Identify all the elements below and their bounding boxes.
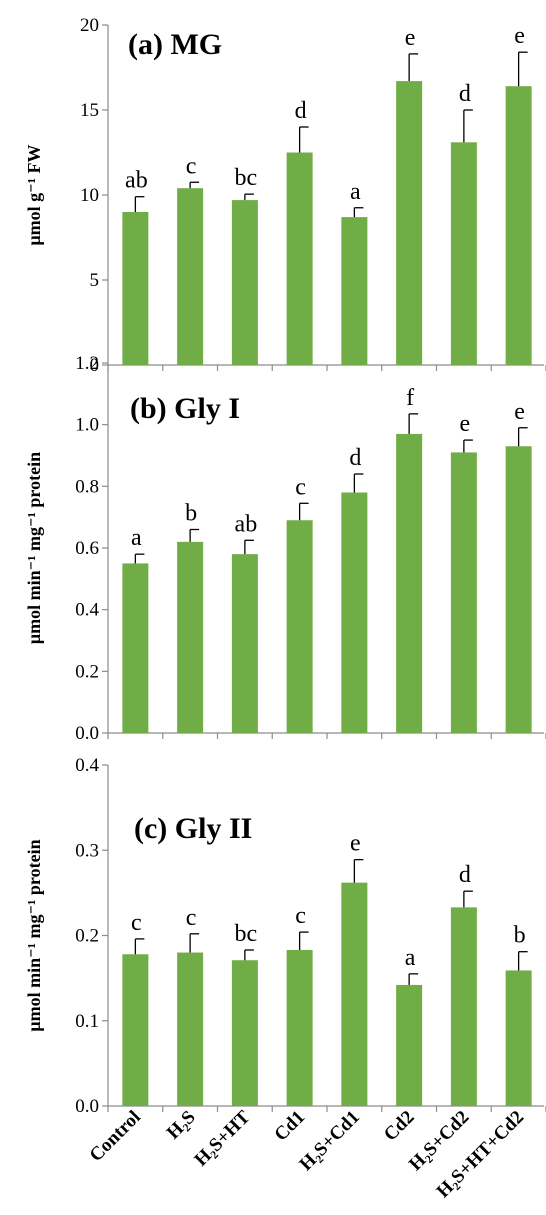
significance-label: a <box>405 945 416 971</box>
bar <box>122 563 149 733</box>
panel-title-gly-i: (b) Gly I <box>130 392 240 425</box>
significance-label: a <box>131 525 142 551</box>
bar <box>341 492 368 733</box>
x-category-label: H₂S+HT <box>191 1106 255 1170</box>
bar <box>341 882 368 1106</box>
y-tick-label: 0.3 <box>75 840 99 861</box>
chart-panel-mg: 0 5 10 15 20 ab c bc d a e d e (a) MG μmol g⁻¹ FW <box>24 15 546 376</box>
y-tick-label: 0.0 <box>75 723 99 744</box>
significance-label: bc <box>235 921 258 947</box>
y-tick-label: 1.2 <box>75 353 99 374</box>
bar <box>396 81 423 365</box>
y-tick-label: 20 <box>80 15 99 36</box>
bar <box>231 554 258 733</box>
bar <box>286 152 313 365</box>
significance-label: c <box>131 910 142 936</box>
significance-label: d <box>295 98 307 124</box>
significance-label: c <box>295 474 306 500</box>
bar <box>122 954 149 1106</box>
chart-panel-gly-ii: 0.0 0.1 0.2 0.3 0.4 c c bc c e a d b (c) Gly II μmol m… <box>24 755 546 1117</box>
bar <box>505 86 532 365</box>
y-tick-label: 15 <box>80 100 99 121</box>
significance-label: a <box>350 179 361 205</box>
y-axis-label: μmol min⁻¹ mg⁻¹ protein <box>24 452 44 644</box>
significance-label: c <box>186 153 197 179</box>
y-tick-label: 0.4 <box>75 600 99 621</box>
significance-label: c <box>186 905 197 931</box>
bar <box>450 907 477 1106</box>
x-category-label: Cd1 <box>270 1107 309 1146</box>
significance-label: c <box>295 903 306 929</box>
bar <box>450 142 477 365</box>
y-tick-label: 0.0 <box>75 1096 99 1117</box>
bar <box>231 960 258 1106</box>
significance-label: d <box>459 862 471 888</box>
panel-title-mg: (a) MG <box>128 28 222 61</box>
bar <box>231 200 258 365</box>
significance-label: ab <box>125 168 148 194</box>
significance-label: e <box>350 831 361 857</box>
y-tick-label: 10 <box>80 185 99 206</box>
y-axis-label: μmol min⁻¹ mg⁻¹ protein <box>24 839 44 1031</box>
y-axis-label: μmol g⁻¹ FW <box>24 144 44 245</box>
significance-label: e <box>514 399 525 425</box>
y-tick-label: 0.6 <box>75 538 99 559</box>
y-tick-label: 1.0 <box>75 415 99 436</box>
bar <box>505 970 532 1106</box>
bar <box>505 446 532 733</box>
y-tick-label: 0.4 <box>75 755 99 776</box>
bar <box>396 433 423 733</box>
x-category-label: H₂S <box>163 1107 200 1144</box>
bar <box>177 188 204 365</box>
significance-label: b <box>514 923 526 949</box>
significance-label: ab <box>235 511 258 537</box>
bar <box>286 949 313 1106</box>
significance-label: e <box>460 411 471 437</box>
bar <box>177 541 204 733</box>
significance-label: e <box>405 25 416 51</box>
significance-label: e <box>514 23 525 49</box>
significance-label: bc <box>235 165 258 191</box>
significance-label: f <box>406 385 414 411</box>
bar <box>122 212 149 365</box>
y-tick-label: 5 <box>90 270 100 291</box>
y-tick-label: 0.1 <box>75 1011 99 1032</box>
x-category-label: H₂S+Cd1 <box>296 1107 364 1175</box>
significance-label: b <box>185 501 197 527</box>
significance-label: d <box>459 81 471 107</box>
bar <box>286 520 313 733</box>
y-tick-label: 0.2 <box>75 926 99 947</box>
panel-title-gly-ii: (c) Gly II <box>134 812 252 845</box>
bar <box>396 984 423 1106</box>
y-tick-label: 0.2 <box>75 661 99 682</box>
bar <box>341 217 368 365</box>
significance-label: d <box>349 445 361 471</box>
y-tick-label: 0.8 <box>75 476 99 497</box>
bar <box>177 952 204 1106</box>
y-tick-label: 0 <box>90 355 100 376</box>
x-category-label: Cd2 <box>380 1107 419 1146</box>
bar <box>450 452 477 733</box>
